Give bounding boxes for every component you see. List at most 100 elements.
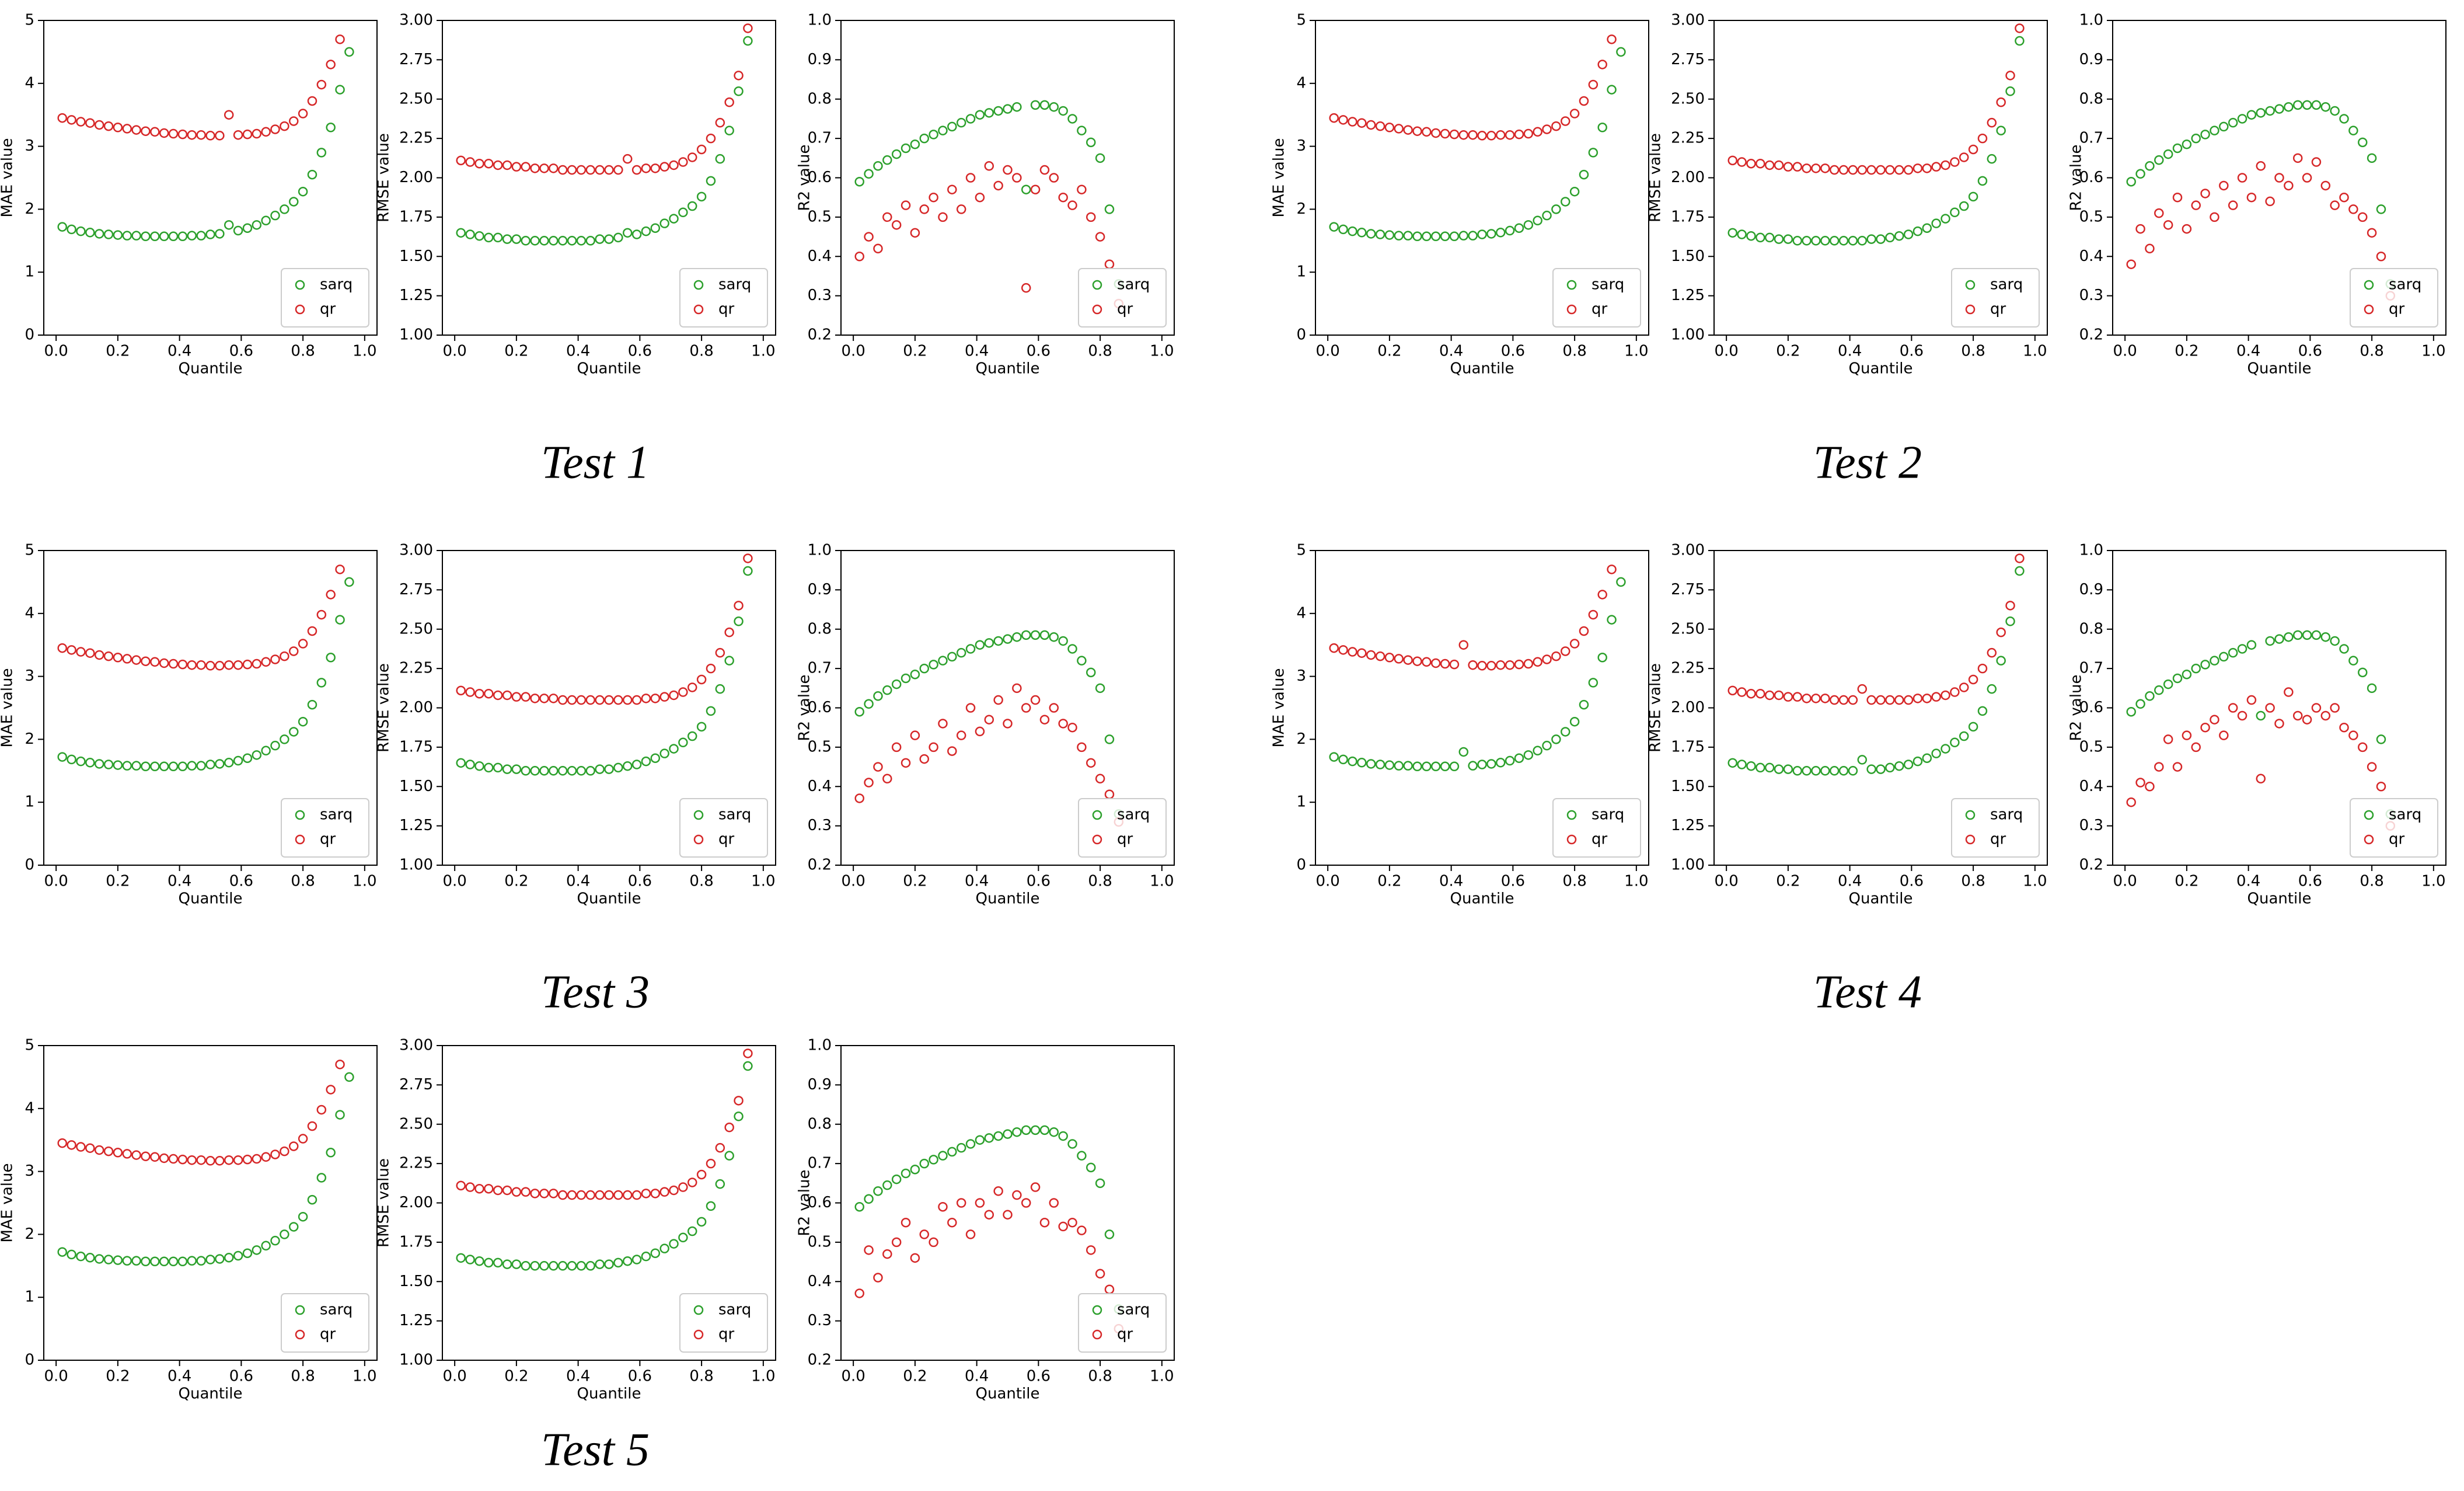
point: [2228, 117, 2238, 128]
point: [576, 165, 587, 175]
point: [316, 609, 327, 620]
point: [687, 201, 697, 211]
point: [1774, 234, 1784, 244]
point: [1857, 684, 1868, 694]
y-tick-label: 1: [1296, 793, 1306, 811]
y-tick-label: 0.4: [808, 248, 832, 265]
point: [1021, 1125, 1031, 1135]
point: [2172, 673, 2183, 684]
point: [687, 1178, 697, 1187]
point: [168, 128, 179, 139]
point: [530, 1261, 540, 1271]
point: [1950, 687, 1960, 697]
x-tick-label: 0.0: [44, 1368, 68, 1385]
point: [224, 1155, 234, 1165]
y-tick-label: 0: [25, 856, 34, 874]
point: [1894, 231, 1904, 241]
y-tick-label: 2.75: [399, 1076, 433, 1093]
point: [1903, 165, 1914, 175]
point: [864, 232, 874, 242]
point: [493, 1257, 503, 1268]
point: [326, 123, 336, 133]
point: [659, 1187, 669, 1197]
legend-label: sarq: [2389, 276, 2421, 294]
legend-label: qr: [2389, 831, 2405, 848]
point: [335, 34, 345, 44]
point: [1561, 197, 1570, 207]
point: [1523, 750, 1534, 760]
point: [929, 1155, 938, 1165]
point: [215, 1254, 225, 1264]
legend-marker: [2364, 810, 2374, 820]
x-tick-label: 0.4: [2236, 343, 2260, 360]
y-tick-label: 0.4: [808, 778, 832, 795]
point: [1329, 222, 1339, 232]
point: [1058, 1221, 1068, 1232]
y-tick-label: 1.50: [1671, 248, 1705, 265]
point: [2302, 630, 2312, 640]
point: [576, 695, 587, 705]
point: [1746, 158, 1756, 169]
y-tick-label: 0.7: [808, 130, 832, 147]
point: [1903, 695, 1914, 705]
point: [1049, 1127, 1059, 1137]
point: [1569, 716, 1580, 727]
legend-marker: [2364, 280, 2374, 290]
legend-marker: [295, 810, 305, 820]
point: [67, 224, 76, 235]
chart: 0.0 0.2 0.4 0.6 0.8 1.0 0 1 2 3 4 5 Quantile MAE valu…: [1271, 542, 1649, 908]
point: [289, 197, 299, 207]
point: [1941, 214, 1950, 224]
point: [270, 1149, 280, 1159]
point: [1737, 687, 1747, 697]
point: [956, 730, 966, 740]
point: [159, 658, 169, 668]
chart: 0.0 0.2 0.4 0.6 0.8 1.0 0 1 2 3 4 5 Quantile MAE valu…: [1271, 12, 1649, 378]
legend-label: sarq: [320, 806, 353, 824]
point: [298, 716, 308, 727]
point: [1012, 102, 1022, 112]
legend-marker: [1965, 304, 1976, 315]
points: [456, 23, 753, 246]
point: [1551, 204, 1561, 214]
point: [743, 553, 753, 563]
point: [734, 1096, 744, 1106]
point: [965, 1229, 976, 1239]
point: [205, 1255, 215, 1264]
legend-label: qr: [1990, 831, 2006, 848]
point: [242, 659, 253, 670]
point: [1486, 759, 1496, 769]
point: [196, 761, 206, 771]
x-axis-label: Quantile: [2247, 360, 2312, 378]
y-axis-label: RMSE value: [1647, 133, 1664, 222]
point: [929, 742, 938, 753]
chart: 0.0 0.2 0.4 0.6 0.8 1.0 0.2 0.3 0.4 0.5 0.6 0.7 0.8 0…: [796, 1037, 1175, 1403]
point: [687, 682, 697, 692]
legend-marker: [1092, 810, 1102, 820]
y-tick-label: 1.50: [399, 248, 433, 265]
point: [94, 1145, 104, 1155]
point: [1357, 228, 1367, 238]
y-axis-label: MAE value: [1271, 138, 1288, 218]
point: [233, 660, 243, 670]
point: [595, 695, 605, 705]
point: [1403, 655, 1413, 665]
point: [585, 236, 596, 246]
point: [678, 157, 688, 167]
x-tick-label: 0.6: [1900, 343, 1924, 360]
point: [2256, 774, 2266, 784]
point: [1551, 651, 1561, 661]
x-tick-label: 0.6: [229, 1368, 253, 1385]
point: [641, 694, 651, 703]
legend-label: sarq: [1117, 276, 1150, 294]
point: [993, 1131, 1003, 1141]
point: [882, 685, 892, 695]
point: [1977, 663, 1988, 674]
y-tick-label: 0.6: [2079, 699, 2103, 716]
point: [734, 616, 744, 626]
point: [196, 130, 206, 140]
point: [465, 229, 475, 239]
point: [873, 243, 883, 254]
point: [530, 236, 540, 246]
point: [1486, 229, 1496, 239]
